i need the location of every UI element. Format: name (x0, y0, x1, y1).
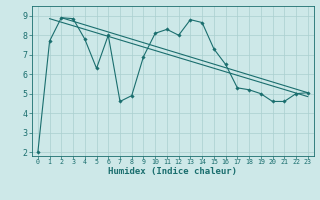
X-axis label: Humidex (Indice chaleur): Humidex (Indice chaleur) (108, 167, 237, 176)
